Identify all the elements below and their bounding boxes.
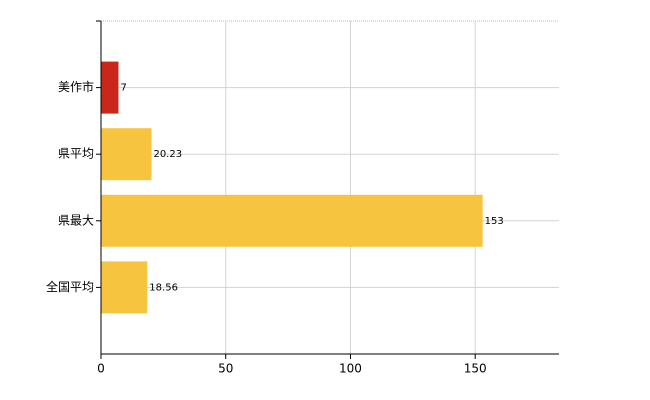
value-label: 7 xyxy=(120,83,126,94)
value-label: 18.56 xyxy=(149,282,178,293)
bar xyxy=(101,61,119,114)
y-tick-label: 美作市 xyxy=(58,79,94,94)
x-tick-label: 150 xyxy=(464,362,487,376)
bar xyxy=(101,128,152,181)
value-label: 20.23 xyxy=(153,149,182,160)
y-tick-label: 県平均 xyxy=(58,147,94,161)
y-tick-label: 全国平均 xyxy=(46,279,94,294)
y-tick-label: 県最大 xyxy=(58,213,94,227)
bar xyxy=(101,194,483,247)
x-tick-label: 50 xyxy=(218,362,233,376)
x-tick-label: 100 xyxy=(339,362,362,376)
bar xyxy=(101,261,148,314)
value-label: 153 xyxy=(485,216,504,227)
x-tick-label: 0 xyxy=(97,362,105,376)
